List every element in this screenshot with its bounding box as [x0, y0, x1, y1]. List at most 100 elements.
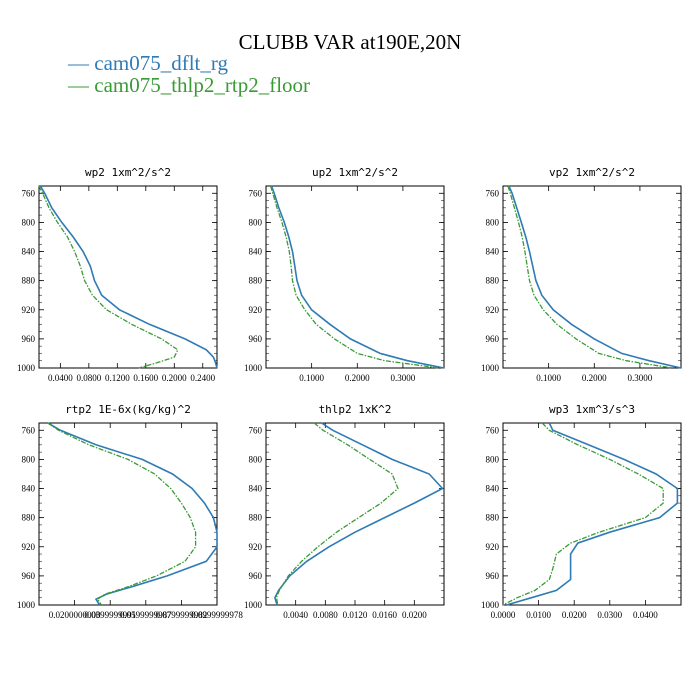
- panel-2: up2 1xm^2/s^2 760 800 840 880 920 960 1000 0.100…: [244, 166, 445, 383]
- series-line-dflt-rg: [274, 422, 444, 606]
- x-tick-label: 0.3000: [391, 373, 416, 383]
- y-tick-label: 760: [486, 188, 500, 198]
- x-tick-label: 0.0399999991: [84, 610, 136, 620]
- y-tick-label: 800: [486, 454, 500, 464]
- x-tick-label: 0.0200: [562, 610, 587, 620]
- x-tick-label: 0.2000: [582, 373, 607, 383]
- y-tick-label: 960: [486, 334, 500, 344]
- y-tick-label: 960: [249, 334, 263, 344]
- y-tick-label: 800: [22, 454, 36, 464]
- x-tick-label: 0.0799999982: [156, 610, 208, 620]
- x-tick-label: 0.2000: [162, 373, 187, 383]
- panel-6: wp3 1xm^3/s^3 760 800 840 880 920 960 10000.000…: [481, 403, 682, 620]
- y-tick-label: 1000: [481, 363, 500, 373]
- x-tick-label: 0.2000: [345, 373, 370, 383]
- panel-3: vp2 1xm^2/s^2 760 800 840 880 920 960 1000 0.100…: [481, 166, 682, 383]
- x-tick-label: 0.3000: [628, 373, 653, 383]
- chart-title: CLUBB VAR at190E,20N: [238, 30, 462, 54]
- series-line-dflt-rg: [508, 185, 682, 369]
- panel-5: thlp2 1xK^2 760 800 840 880 920 960 1000 0.0040 0…: [244, 403, 445, 620]
- y-tick-label: 760: [249, 425, 263, 435]
- y-tick-label: 920: [22, 305, 36, 315]
- y-tick-label: 840: [249, 247, 263, 257]
- x-tick-label: 0.1000: [299, 373, 324, 383]
- x-tick-label: 0.1600: [133, 373, 158, 383]
- y-tick-label: 760: [486, 425, 500, 435]
- series-line-dflt-rg: [47, 422, 218, 606]
- y-tick-label: 920: [486, 542, 500, 552]
- series-line-thlp2-rtp2-floor: [275, 422, 399, 606]
- series-line-thlp2-rtp2-floor: [507, 185, 673, 369]
- y-tick-label: 800: [249, 217, 263, 227]
- legend-item-floor: — cam075_thlp2_rtp2_floor: [68, 74, 310, 96]
- series-line-thlp2-rtp2-floor: [38, 185, 179, 369]
- y-tick-label: 920: [249, 542, 263, 552]
- plot-frame: [502, 422, 682, 606]
- y-tick-label: 840: [249, 484, 263, 494]
- legend-line: —: [68, 51, 95, 75]
- y-tick-label: 840: [486, 247, 500, 257]
- x-tick-label: 0.0400: [48, 373, 73, 383]
- legend: — cam075_dflt_rg — cam075_thlp2_rtp2_flo…: [68, 52, 310, 96]
- series-line-dflt-rg: [506, 422, 679, 606]
- y-tick-label: 960: [249, 571, 263, 581]
- x-tick-label: 0.0120: [343, 610, 368, 620]
- y-tick-label: 920: [486, 305, 500, 315]
- x-tick-label: 0.0800: [76, 373, 101, 383]
- y-tick-label: 960: [22, 334, 36, 344]
- series-line-thlp2-rtp2-floor: [502, 422, 664, 606]
- panel-title: thlp2 1xK^2: [319, 403, 392, 416]
- legend-line: —: [68, 73, 95, 97]
- series-line-dflt-rg: [39, 185, 218, 369]
- x-tick-label: 0.0000: [491, 610, 516, 620]
- legend-label: cam075_dflt_rg: [94, 51, 229, 75]
- y-tick-label: 920: [22, 542, 36, 552]
- panel-title: wp3 1xm^3/s^3: [549, 403, 635, 416]
- panel-title: rtp2 1E-6x(kg/kg)^2: [65, 403, 191, 416]
- y-tick-label: 960: [22, 571, 36, 581]
- legend-item-dflt: — cam075_dflt_rg: [68, 52, 310, 74]
- y-tick-label: 880: [249, 513, 263, 523]
- plot-frame: [265, 185, 445, 369]
- y-tick-label: 800: [249, 454, 263, 464]
- y-tick-label: 760: [249, 188, 263, 198]
- plot-frame: [502, 185, 682, 369]
- x-tick-label: 0.0160: [372, 610, 397, 620]
- y-tick-label: 800: [22, 217, 36, 227]
- panel-1: wp2 1xm^2/s^2 760 800 840 880 920 960 1000 0.040…: [17, 166, 218, 383]
- y-tick-label: 880: [22, 513, 36, 523]
- x-tick-label: 0.0999999978: [191, 610, 243, 620]
- y-tick-label: 920: [249, 305, 263, 315]
- x-tick-label: 0.0200000000: [49, 610, 101, 620]
- y-tick-label: 1000: [17, 363, 36, 373]
- plot-frame: [38, 422, 218, 606]
- x-tick-label: 0.1200: [105, 373, 130, 383]
- y-tick-label: 840: [486, 484, 500, 494]
- y-tick-label: 880: [249, 276, 263, 286]
- panel-title: wp2 1xm^2/s^2: [85, 166, 171, 179]
- series-line-dflt-rg: [270, 185, 445, 369]
- series-line-thlp2-rtp2-floor: [47, 422, 197, 606]
- series-line-thlp2-rtp2-floor: [269, 185, 440, 369]
- legend-label: cam075_thlp2_rtp2_floor: [94, 73, 311, 97]
- y-tick-label: 1000: [244, 600, 263, 610]
- panel-4: rtp2 1E-6x(kg/kg)^2 760 800 840 880 920 960 100…: [17, 403, 243, 620]
- x-tick-label: 0.0300: [597, 610, 622, 620]
- plot-frame: [38, 185, 218, 369]
- panel-title: vp2 1xm^2/s^2: [549, 166, 635, 179]
- y-tick-label: 880: [486, 276, 500, 286]
- y-tick-label: 880: [22, 276, 36, 286]
- y-tick-label: 840: [22, 247, 36, 257]
- x-tick-label: 0.0200: [402, 610, 427, 620]
- x-tick-label: 0.2400: [190, 373, 215, 383]
- x-tick-label: 0.0599999987: [120, 610, 172, 620]
- x-tick-label: 0.0080: [313, 610, 338, 620]
- x-tick-label: 0.1000: [536, 373, 561, 383]
- x-tick-label: 0.0040: [283, 610, 308, 620]
- x-tick-label: 0.0400: [633, 610, 658, 620]
- panel-title: up2 1xm^2/s^2: [312, 166, 398, 179]
- y-tick-label: 840: [22, 484, 36, 494]
- x-tick-label: 0.0100: [526, 610, 551, 620]
- y-tick-label: 1000: [17, 600, 36, 610]
